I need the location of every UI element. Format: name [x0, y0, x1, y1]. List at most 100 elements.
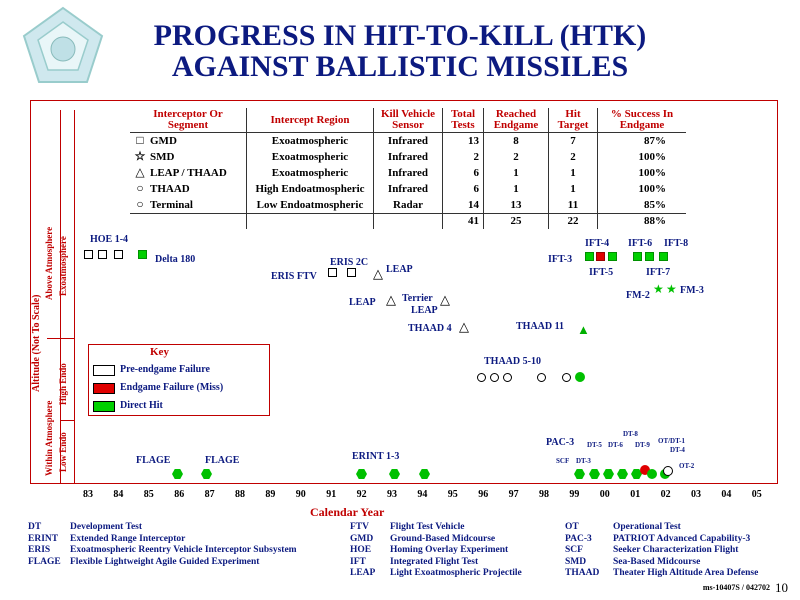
- cell-pct: 100%: [638, 182, 667, 195]
- x-tick-label: 94: [417, 489, 428, 500]
- cell-hit: 11: [548, 197, 598, 214]
- x-tick-label: 85: [143, 489, 154, 500]
- segment-symbol-icon: △: [135, 165, 145, 179]
- label-pac3: PAC-3: [546, 437, 575, 448]
- x-tick-label: 91: [326, 489, 337, 500]
- glossary-text: Light Exoatmospheric Projectile: [390, 568, 522, 578]
- cell-endgame: 2: [483, 149, 549, 165]
- marker-pre-endgame: [347, 268, 356, 277]
- segment-name: LEAP / THAAD: [150, 167, 227, 179]
- x-tick-label: 87: [204, 489, 215, 500]
- glossary-text: PATRIOT Advanced Capability-3: [613, 533, 751, 544]
- cell-total: 14: [442, 197, 484, 214]
- marker-hit: [585, 252, 594, 261]
- x-tick-label: 89: [265, 489, 276, 500]
- x-tick-label: 83: [83, 489, 93, 500]
- segment-name: THAAD: [150, 183, 190, 195]
- col-header: % Success In Endgame: [597, 108, 686, 133]
- label-ift6: IFT-6: [628, 238, 653, 249]
- glossary-text: Development Test: [70, 522, 143, 532]
- glossary-abbr: LEAP: [350, 568, 376, 578]
- label-ot-dt1: OT/DT-1: [658, 437, 685, 445]
- glossary-abbr: OT: [565, 522, 579, 532]
- glossary-entry: FTV Flight Test Vehicle: [350, 522, 464, 532]
- legend-label: Pre-endgame Failure: [120, 364, 210, 375]
- label-ift4: IFT-4: [585, 238, 610, 249]
- marker-pre-endgame: [98, 250, 107, 259]
- cell-pct: 100%: [638, 166, 667, 179]
- x-tick-label: 90: [295, 489, 306, 500]
- cell-endgame: 1: [483, 181, 549, 197]
- marker-hit: [389, 469, 400, 479]
- glossary-entry: LEAP Light Exoatmospheric Projectile: [350, 568, 522, 578]
- cell-segment: □ GMD: [130, 132, 247, 149]
- summary-table: Interceptor Or Segment Intercept Region …: [130, 108, 686, 229]
- cell-pct: 87%: [644, 134, 666, 147]
- glossary-entry: IFT Integrated Flight Test: [350, 557, 478, 567]
- marker-miss-circle: [640, 465, 650, 475]
- glossary-abbr: HOE: [350, 545, 372, 555]
- marker-triangle: △: [386, 292, 396, 307]
- table-row: △ LEAP / THAAD Exoatmospheric Infrared 6 1 1 10…: [130, 165, 686, 181]
- table-row: ○ Terminal Low Endoatmospheric Radar 14 13 11 8…: [130, 197, 686, 214]
- label-fm2: FM-2: [626, 290, 650, 301]
- marker-pre-endgame-circle: [663, 466, 673, 476]
- legend-title: Key: [150, 346, 169, 358]
- segment-symbol-icon: ☆: [134, 149, 146, 163]
- cell-sensor: Infrared: [373, 132, 443, 149]
- glossary-entry: PAC-3 PATRIOT Advanced Capability-3: [565, 534, 750, 544]
- glossary-abbr: SMD: [565, 556, 587, 567]
- glossary-abbr: THAAD: [565, 568, 600, 578]
- x-axis-label: Calendar Year: [310, 505, 385, 519]
- segment-symbol-icon: ○: [136, 197, 144, 211]
- marker-hit: [574, 469, 585, 479]
- cell-hit: 2: [548, 149, 598, 165]
- table-total-row: 41 25 22 88%: [130, 213, 686, 229]
- y-divider: [60, 110, 61, 484]
- cell-sensor: Radar: [373, 197, 443, 214]
- x-tick-label: 99: [569, 489, 580, 500]
- marker-hit: [419, 469, 430, 479]
- label-hoe: HOE 1-4: [90, 234, 129, 245]
- cell-region: Low Endoatmospheric: [246, 197, 374, 214]
- label-dt5: DT-5: [587, 441, 602, 449]
- cell-hit: 1: [548, 165, 598, 181]
- table-row: ☆ SMD Exoatmospheric Infrared 2 2 2 100%: [130, 149, 686, 165]
- chart-frame: [30, 100, 778, 484]
- cell-region: High Endoatmospheric: [246, 181, 374, 197]
- label-thaad510: THAAD 5-10: [484, 356, 541, 367]
- cell-pct: 85%: [644, 198, 666, 211]
- page-number: 10: [775, 580, 788, 595]
- glossary-text: Sea-Based Midcourse: [613, 556, 701, 567]
- cell-segment: ☆ SMD: [130, 149, 247, 165]
- glossary-text: Integrated Flight Test: [390, 556, 479, 567]
- legend-label: Direct Hit: [120, 400, 163, 411]
- marker-pre-endgame-circle: [477, 373, 486, 382]
- cell-total: 2: [442, 149, 484, 165]
- glossary-abbr: PAC-3: [565, 533, 592, 544]
- glossary-entry: DT Development Test: [28, 522, 142, 532]
- x-tick-label: 93: [387, 489, 397, 500]
- legend-swatch-hit: [93, 401, 115, 412]
- label-dt9: DT-9: [635, 441, 650, 449]
- label-leap: LEAP: [386, 264, 413, 275]
- marker-hit-star: ★: [653, 282, 664, 296]
- cell-endgame: 8: [483, 132, 549, 149]
- marker-pre-endgame-circle: [490, 373, 499, 382]
- glossary-abbr: IFT: [350, 556, 366, 567]
- x-tick-label: 00: [599, 489, 610, 500]
- x-tick-label: 04: [721, 489, 732, 500]
- glossary-entry: ERIS Exoatmospheric Reentry Vehicle Inter…: [28, 545, 297, 555]
- x-tick-label: 92: [356, 489, 367, 500]
- col-header: Intercept Region: [246, 108, 374, 133]
- glossary-text: Homing Overlay Experiment: [390, 545, 509, 555]
- glossary-entry: SCF Seeker Characterization Flight: [565, 545, 738, 555]
- label-scf: SCF: [556, 457, 570, 465]
- glossary-entry: SMD Sea-Based Midcourse: [565, 557, 700, 567]
- marker-hit: [138, 250, 147, 259]
- glossary-entry: FLAGE Flexible Lightweight Agile Guided E…: [28, 557, 259, 567]
- cell-region: Exoatmospheric: [246, 165, 374, 181]
- marker-hit: [659, 252, 668, 261]
- segment-symbol-icon: ○: [136, 181, 144, 195]
- marker-pre-endgame-circle: [537, 373, 546, 382]
